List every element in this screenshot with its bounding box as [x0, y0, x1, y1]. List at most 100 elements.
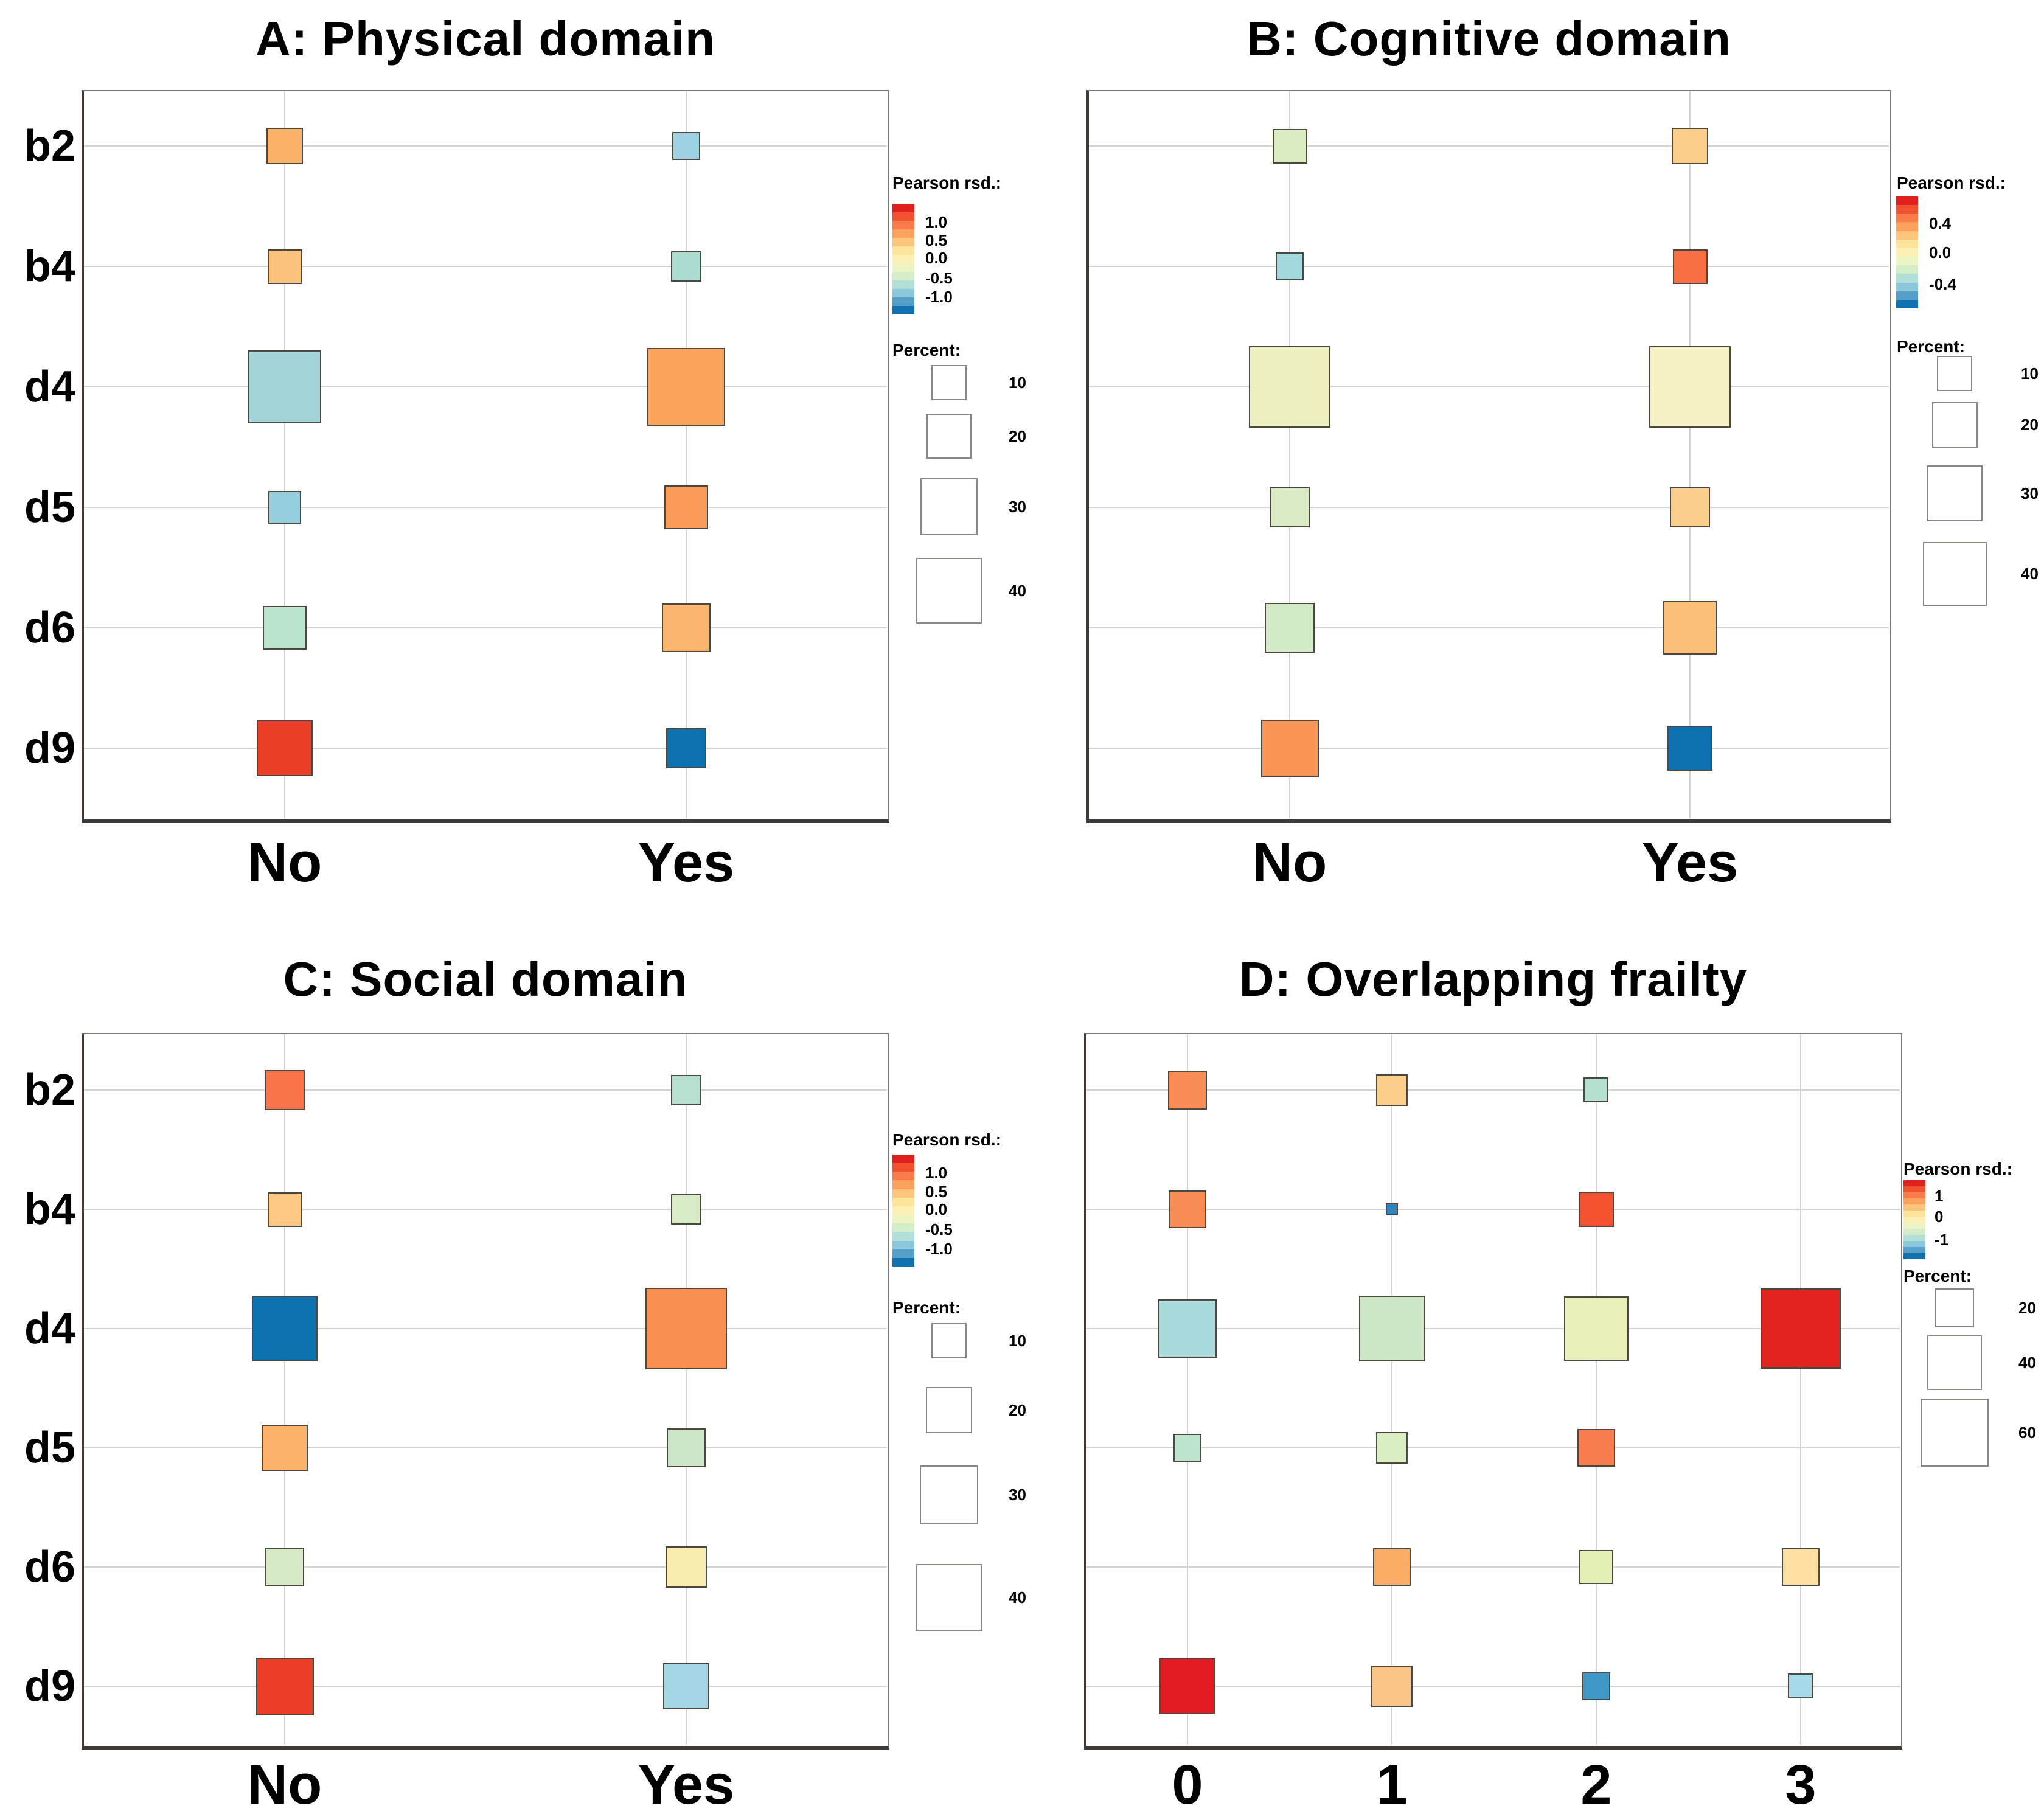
gridline-vertical	[284, 91, 285, 818]
data-square	[1373, 1548, 1411, 1586]
data-square	[1385, 1203, 1399, 1216]
size-legend-label: 20	[1009, 1401, 1026, 1419]
x-axis-label: 1	[1376, 1754, 1408, 1814]
panel-c-title: C: Social domain	[283, 952, 688, 1006]
size-legend-square	[916, 558, 982, 624]
colorbar-band	[1903, 1241, 1925, 1247]
plot-box	[1086, 90, 1891, 823]
data-square	[267, 1192, 302, 1227]
colorbar-tick-label: 0.0	[925, 1200, 948, 1219]
data-square	[665, 1546, 707, 1588]
data-square	[1579, 1192, 1614, 1227]
colorbar-band	[1896, 274, 1918, 283]
colorbar-band	[892, 306, 914, 314]
data-square	[670, 251, 702, 282]
size-legend-square	[1922, 541, 1987, 606]
data-square	[672, 131, 701, 161]
data-square	[266, 127, 304, 165]
y-axis-label: b4	[24, 1185, 75, 1234]
data-square	[670, 1074, 702, 1106]
size-legend-square	[920, 1465, 978, 1524]
panel-c-color-legend-title: Pearson rsd.:	[892, 1130, 1001, 1149]
size-legend-square	[926, 414, 972, 459]
data-square	[252, 1296, 318, 1361]
data-square	[670, 1194, 702, 1225]
colorbar-band	[892, 246, 914, 255]
size-legend-square	[1921, 1399, 1989, 1467]
data-square	[1671, 127, 1709, 165]
colorbar-band	[892, 1189, 914, 1198]
colorbar-band	[1903, 1180, 1925, 1186]
size-legend-square	[931, 1323, 967, 1358]
colorbar-band	[892, 1249, 914, 1258]
data-square	[1169, 1190, 1206, 1228]
gridline-vertical	[1689, 91, 1691, 818]
size-legend-label: 40	[2018, 1354, 2036, 1372]
colorbar-band	[892, 229, 914, 238]
colorbar-band	[1903, 1192, 1925, 1198]
data-square	[1173, 1434, 1201, 1462]
x-axis-label: Yes	[638, 832, 735, 894]
colorbar-tick-label: 1.0	[925, 213, 948, 232]
data-square	[1667, 726, 1712, 771]
colorbar-band	[1903, 1186, 1925, 1192]
gridline-horizontal	[84, 1328, 887, 1329]
gridline-horizontal	[1089, 507, 1889, 508]
size-legend-square	[1935, 1288, 1974, 1327]
colorbar-band	[892, 1223, 914, 1232]
panel-c-size-legend-title: Percent:	[892, 1298, 961, 1317]
y-axis-label: b2	[24, 122, 75, 170]
size-legend-label: 10	[1009, 1332, 1026, 1350]
x-axis-label: No	[247, 832, 322, 894]
colorbar-tick-label: 0.5	[925, 1182, 948, 1201]
colorbar-band	[892, 1197, 914, 1206]
x-axis-label: 0	[1172, 1754, 1203, 1814]
colorbar-band	[892, 289, 914, 297]
data-square	[1260, 719, 1319, 777]
colorbar-band	[1896, 239, 1918, 248]
gridline-horizontal	[84, 748, 887, 749]
data-square	[248, 350, 322, 424]
data-square	[1375, 1074, 1408, 1107]
size-legend-square	[1927, 1335, 1982, 1390]
plot-box	[82, 90, 889, 823]
colorbar-band	[892, 263, 914, 272]
size-legend-square	[1931, 401, 1978, 448]
size-legend-label: 20	[2021, 415, 2039, 434]
data-square	[265, 1070, 305, 1110]
size-legend-label: 40	[2021, 565, 2039, 583]
size-legend-square	[916, 1564, 982, 1631]
gridline-vertical	[1800, 1034, 1801, 1745]
colorbar-band	[892, 1240, 914, 1249]
gridline-vertical	[686, 91, 687, 818]
y-axis-label: d5	[24, 1423, 75, 1472]
colorbar-band	[1903, 1229, 1925, 1235]
colorbar-band	[1896, 265, 1918, 274]
data-square	[1270, 487, 1310, 527]
size-legend-square	[926, 1387, 972, 1433]
data-square	[1760, 1288, 1841, 1369]
data-square	[1663, 601, 1717, 655]
x-axis-label: Yes	[638, 1754, 735, 1814]
panel-a-color-legend-title: Pearson rsd.:	[892, 173, 1001, 192]
colorbar-band	[1896, 205, 1918, 214]
data-square	[664, 485, 708, 529]
x-axis-label: 2	[1580, 1754, 1612, 1814]
data-square	[1375, 1431, 1408, 1464]
gridline-horizontal	[84, 1566, 887, 1568]
colorbar-band	[1896, 257, 1918, 266]
panel-a-size-legend-title: Percent:	[892, 341, 961, 360]
colorbar-tick-label: -0.4	[1929, 274, 1956, 293]
colorbar-tick-label: -1.0	[925, 287, 953, 306]
panel-d-color-legend-title: Pearson rsd.:	[1903, 1159, 2012, 1178]
colorbar-band	[1903, 1235, 1925, 1241]
y-axis-label: d9	[24, 724, 75, 773]
size-legend-square	[1937, 356, 1972, 391]
data-square	[1371, 1665, 1413, 1707]
pearson-residual-colorbar	[1896, 196, 1918, 309]
gridline-horizontal	[84, 1209, 887, 1210]
size-legend-label: 10	[2021, 364, 2039, 383]
data-square	[1670, 487, 1710, 527]
colorbar-band	[1903, 1217, 1925, 1223]
data-square	[262, 1425, 308, 1471]
